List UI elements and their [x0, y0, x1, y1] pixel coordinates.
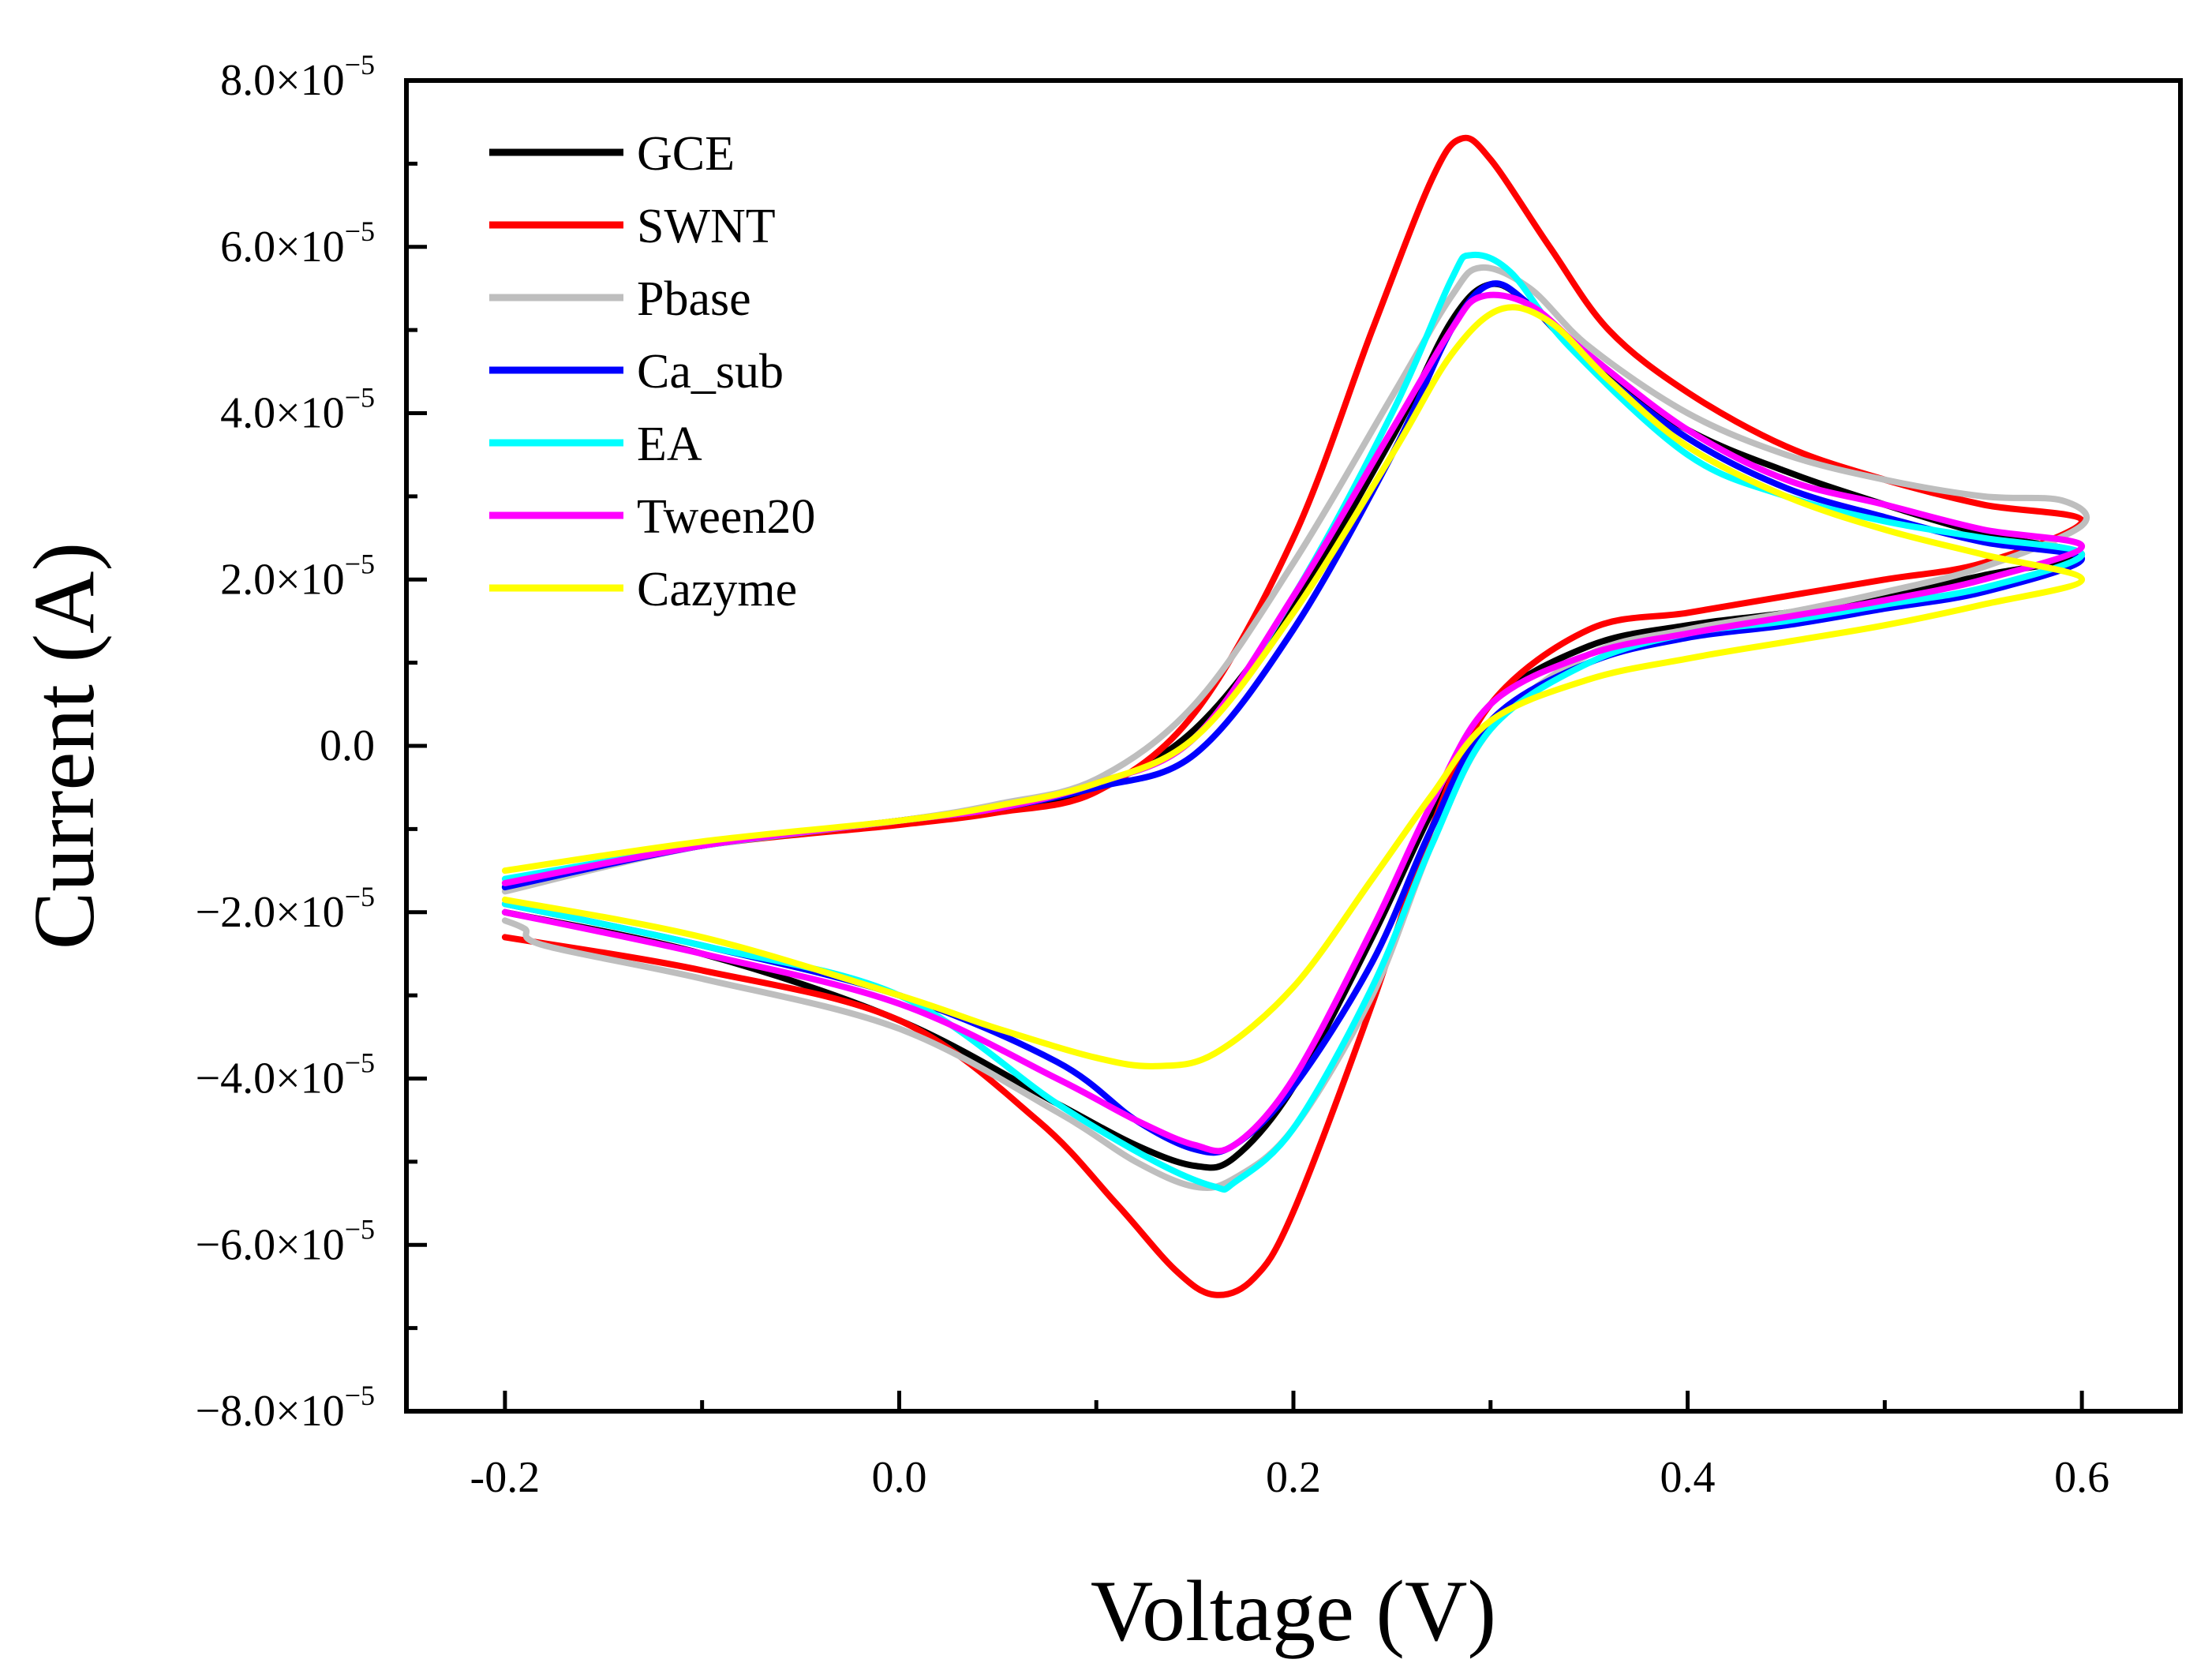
y-tick-exponent: −5 — [345, 382, 375, 414]
y-tick-exponent: −5 — [345, 215, 375, 247]
y-tick-label: 8.0×10−5 — [220, 49, 375, 105]
x-axis: -0.2 0.0 0.2 0.4 0.6 — [470, 1391, 2109, 1502]
y-tick-exponent: −5 — [345, 1380, 375, 1411]
y-tick-mantissa: 4.0×10 — [220, 389, 345, 438]
y-tick-label: −6.0×10−5 — [196, 1213, 375, 1269]
series-line-tween20 — [501, 291, 2086, 1155]
legend-label: Ca_sub — [637, 345, 784, 399]
legend-item: Pbase — [489, 272, 751, 326]
legend-label: Tween20 — [637, 490, 815, 544]
y-tick-exponent: −5 — [345, 1047, 375, 1079]
y-tick-mantissa: −8.0×10 — [196, 1387, 345, 1436]
y-tick-exponent: −5 — [345, 881, 375, 912]
x-tick-label: 0.0 — [871, 1453, 926, 1502]
plot-lines — [501, 134, 2090, 1298]
y-tick-mantissa: 8.0×10 — [220, 56, 345, 105]
legend-label: Cazyme — [637, 563, 797, 616]
y-tick-mantissa: 2.0×10 — [220, 555, 345, 604]
y-tick-label: −2.0×10−5 — [196, 881, 375, 937]
y-tick-exponent: −5 — [345, 1213, 375, 1245]
y-tick-exponent: −5 — [345, 49, 375, 81]
y-tick-mantissa: −2.0×10 — [196, 888, 345, 937]
y-tick-label: 0.0 — [320, 721, 375, 770]
legend-label: GCE — [637, 127, 735, 181]
y-tick-label: 2.0×10−5 — [220, 548, 375, 604]
legend-label: Pbase — [637, 272, 751, 326]
legend-item: Cazyme — [489, 563, 797, 616]
y-tick-exponent: −5 — [345, 548, 375, 579]
x-tick-label: -0.2 — [470, 1453, 541, 1502]
legend-item: Ca_sub — [489, 345, 784, 399]
legend-item: Tween20 — [489, 490, 815, 544]
y-tick-label: 4.0×10−5 — [220, 382, 375, 438]
series-line-ca-sub — [501, 280, 2086, 1156]
legend-label: EA — [637, 418, 702, 471]
legend: GCE SWNT Pbase Ca_sub EA Tween20 Cazyme — [489, 127, 815, 616]
y-axis: 8.0×10−56.0×10−54.0×10−52.0×10−50.0−2.0×… — [196, 49, 427, 1436]
legend-item: SWNT — [489, 200, 776, 253]
y-tick-mantissa: −6.0×10 — [196, 1220, 345, 1269]
legend-label: SWNT — [637, 200, 776, 253]
y-axis-title: Current (A) — [16, 542, 112, 949]
series-line-pbase — [501, 264, 2090, 1192]
y-tick-label: −4.0×10−5 — [196, 1047, 375, 1103]
y-tick-label: −8.0×10−5 — [196, 1380, 375, 1436]
x-tick-label: 0.2 — [1266, 1453, 1321, 1502]
x-axis-title: Voltage (V) — [1091, 1563, 1496, 1659]
legend-item: EA — [489, 418, 702, 471]
y-tick-mantissa: 6.0×10 — [220, 223, 345, 272]
y-tick-label: 6.0×10−5 — [220, 215, 375, 272]
x-tick-label: 0.6 — [2054, 1453, 2109, 1502]
series-line-cazyme — [501, 304, 2086, 1069]
legend-item: GCE — [489, 127, 735, 181]
x-tick-label: 0.4 — [1660, 1453, 1716, 1502]
series-line-gce — [501, 280, 2086, 1171]
y-tick-mantissa: −4.0×10 — [196, 1054, 345, 1103]
y-tick-mantissa: 0.0 — [320, 721, 375, 770]
